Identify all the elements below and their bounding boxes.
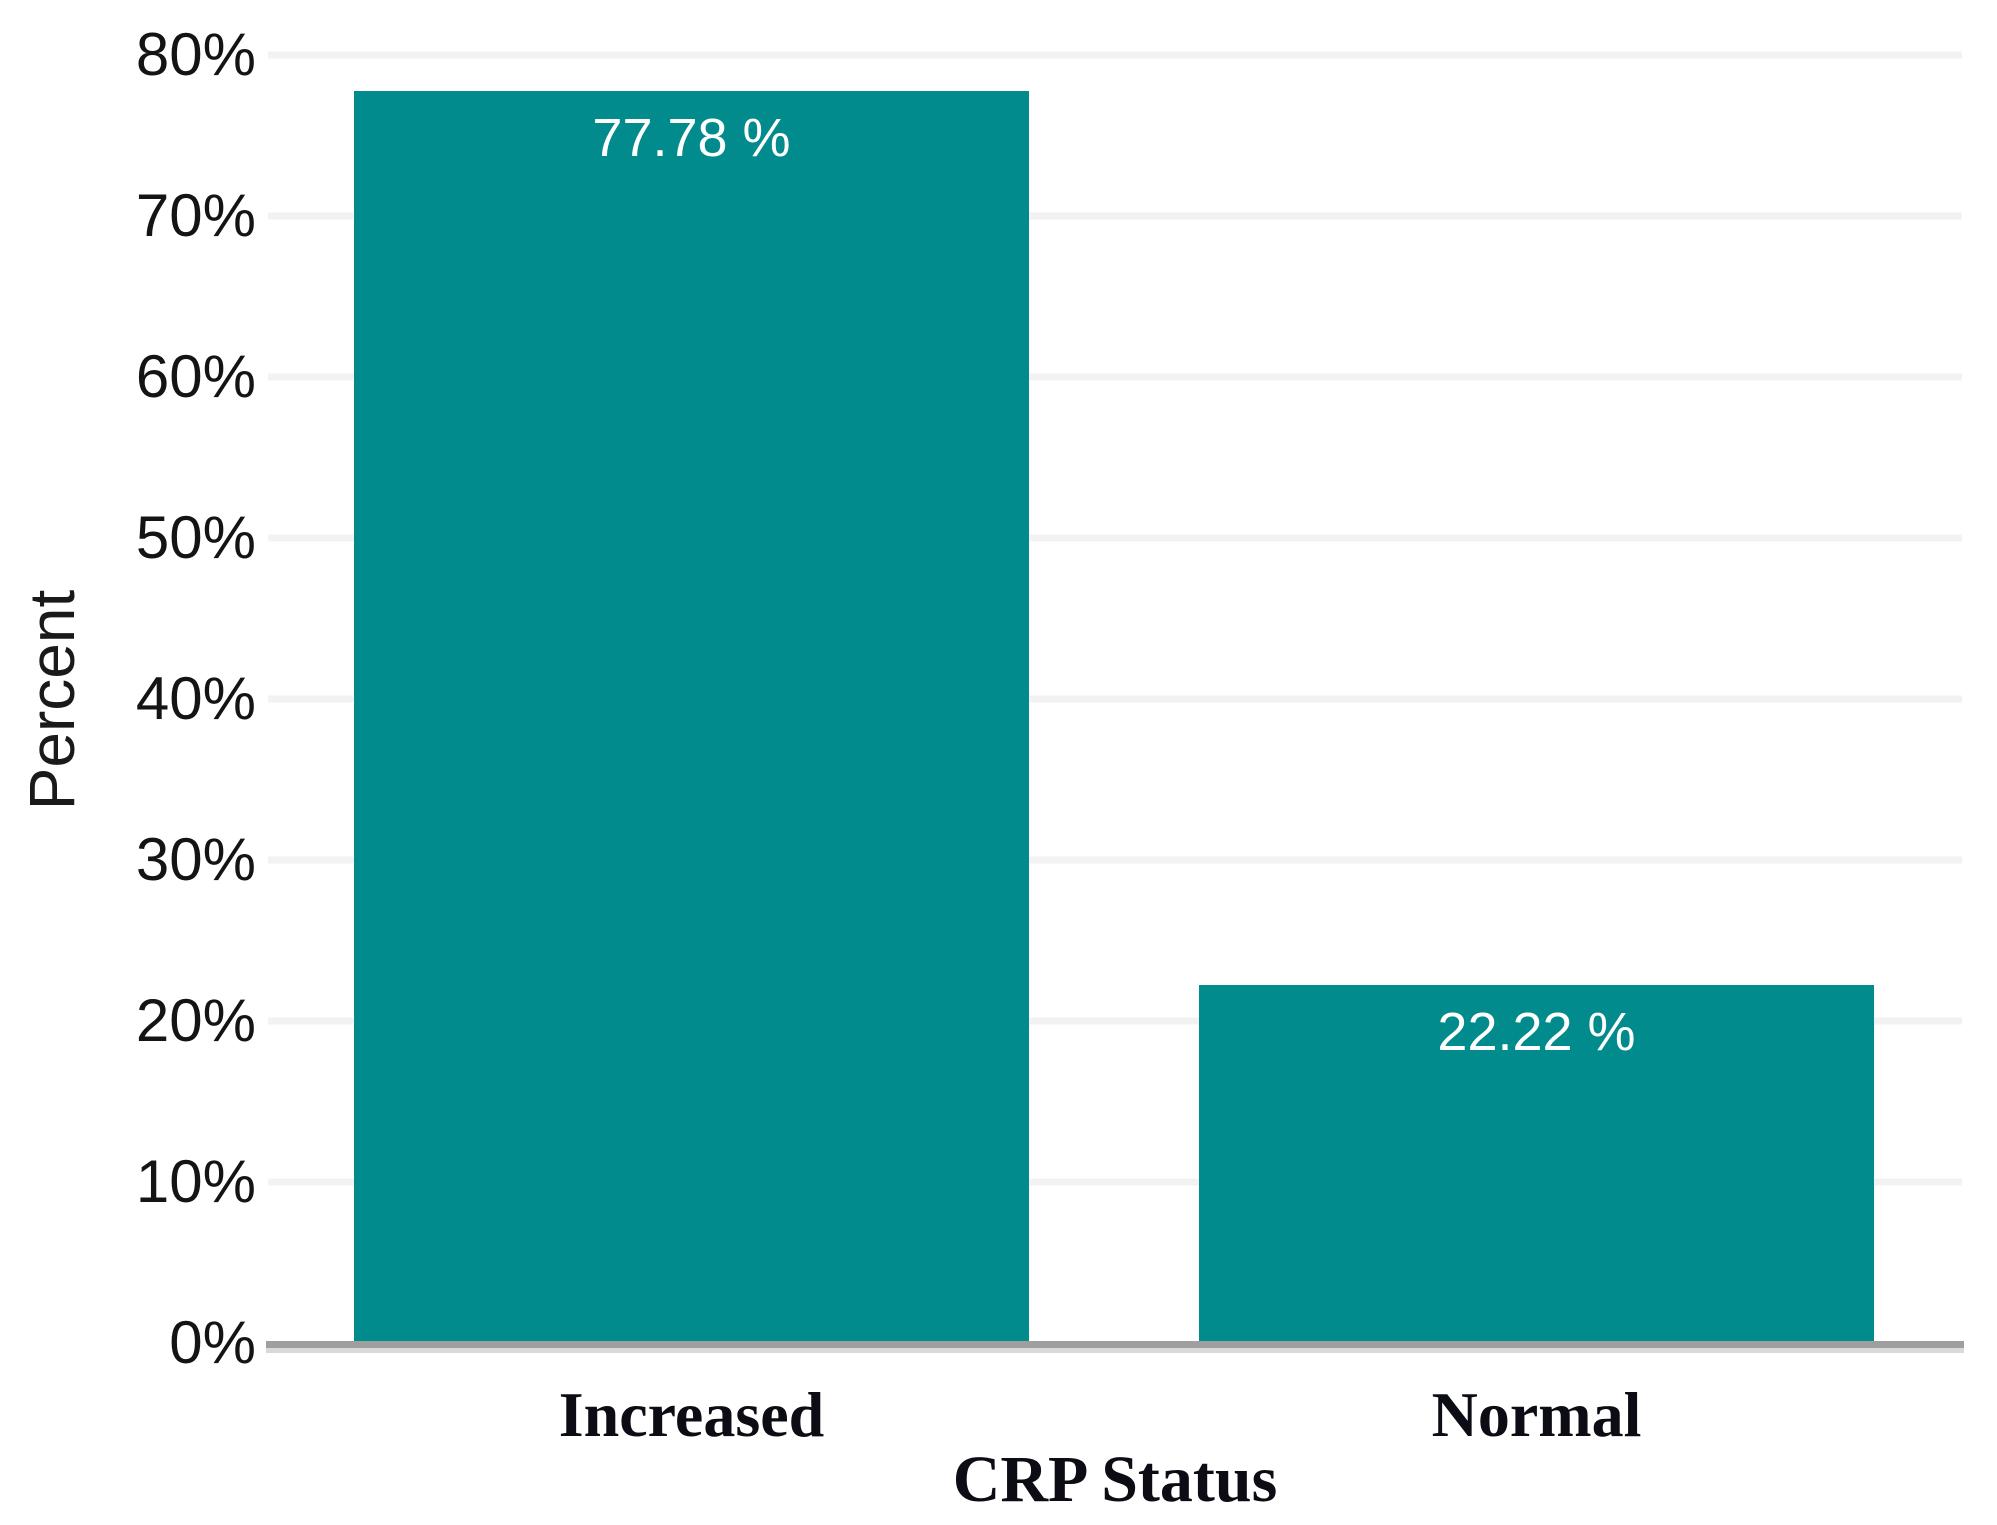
y-tick-label: 20% bbox=[135, 987, 256, 1054]
gridline-60 bbox=[268, 373, 1962, 381]
y-tick-label: 10% bbox=[135, 1148, 256, 1215]
bar-increased: 77.78 % bbox=[354, 90, 1029, 1343]
x-category-label-normal: Normal bbox=[1431, 1379, 1642, 1450]
gridline-70 bbox=[268, 212, 1962, 220]
x-category-label-increased: Increased bbox=[558, 1379, 825, 1450]
y-tick-label: 60% bbox=[135, 343, 256, 410]
gridline-20 bbox=[268, 1017, 1962, 1025]
bar-normal: 22.22 % bbox=[1199, 985, 1874, 1343]
y-tick-label: 0% bbox=[169, 1309, 256, 1376]
y-axis-tick-labels: 0% 10% 20% 30% 40% 50% 60% 70% 80% bbox=[0, 25, 256, 1373]
x-axis-title: CRP Status bbox=[952, 1443, 1278, 1516]
y-tick-label: 80% bbox=[135, 21, 256, 88]
gridline-80 bbox=[268, 51, 1962, 59]
y-tick-label: 70% bbox=[135, 182, 256, 249]
y-tick-label: 50% bbox=[135, 504, 256, 571]
gridline-40 bbox=[268, 695, 1962, 703]
gridline-10 bbox=[268, 1178, 1962, 1186]
gridline-30 bbox=[268, 856, 1962, 864]
bar-value-label: 22.22 % bbox=[1437, 1002, 1636, 1063]
bar-value-label: 77.78 % bbox=[592, 107, 791, 168]
gridline-50 bbox=[268, 534, 1962, 542]
y-tick-label: 40% bbox=[135, 665, 256, 732]
y-tick-label: 30% bbox=[135, 826, 256, 893]
x-axis-line bbox=[266, 1341, 1964, 1348]
plot-area: 77.78 % 22.22 % bbox=[268, 51, 1962, 1343]
